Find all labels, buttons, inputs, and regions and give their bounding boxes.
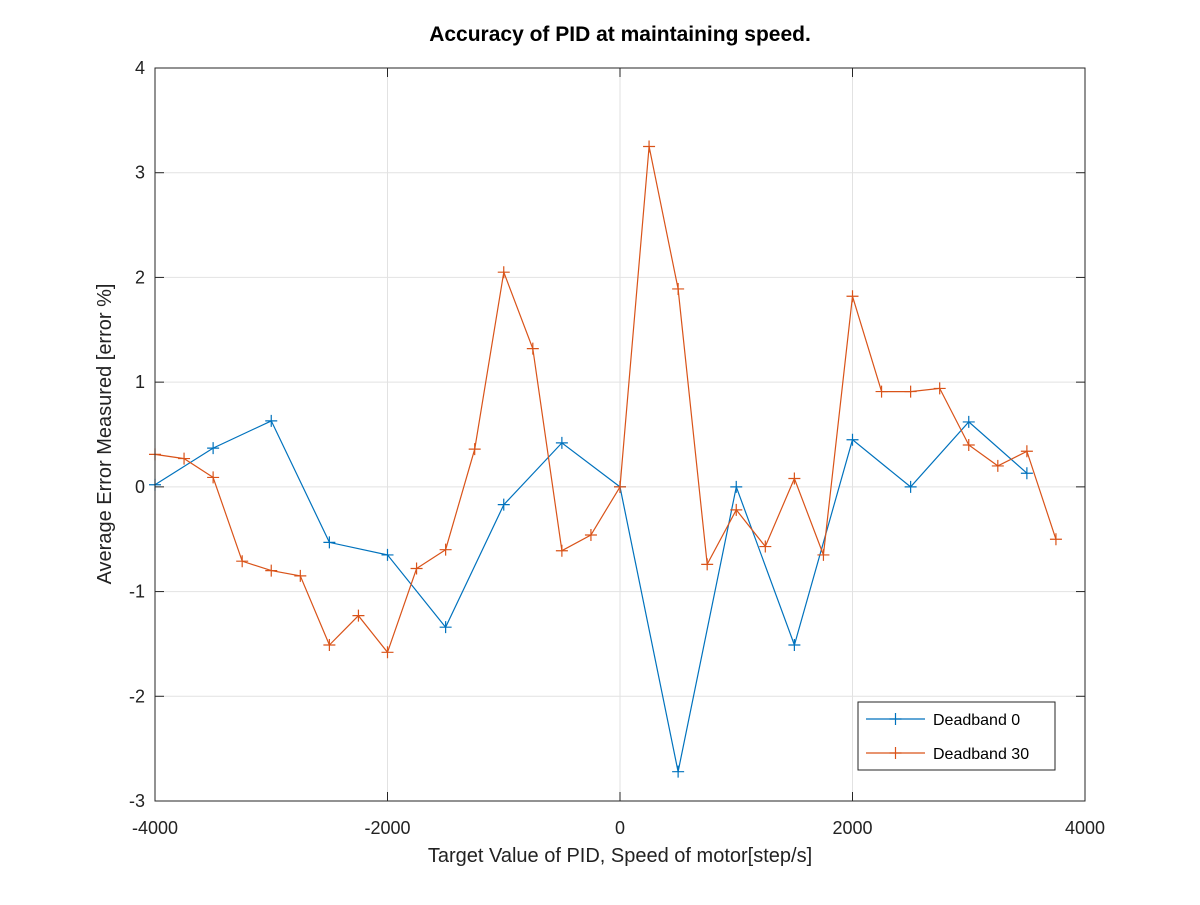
data-point-deadband-0 xyxy=(323,536,336,549)
data-point-deadband-30 xyxy=(672,282,685,295)
x-axis-label: Target Value of PID, Speed of motor[step… xyxy=(428,845,812,867)
data-point-deadband-30 xyxy=(207,471,220,484)
data-point-deadband-30 xyxy=(759,540,772,553)
data-point-deadband-30 xyxy=(410,562,423,575)
data-point-deadband-30 xyxy=(584,529,597,542)
data-point-deadband-0 xyxy=(265,414,278,427)
data-point-deadband-30 xyxy=(352,609,365,622)
data-point-deadband-0 xyxy=(672,765,685,778)
data-point-deadband-30 xyxy=(439,543,452,556)
data-point-deadband-30 xyxy=(962,438,975,451)
data-point-deadband-30 xyxy=(1049,533,1062,546)
tick-marks xyxy=(154,67,1086,802)
data-point-deadband-30 xyxy=(323,638,336,651)
series-deadband-30 xyxy=(149,140,1062,659)
y-tick-label: -3 xyxy=(129,791,145,811)
data-point-deadband-30 xyxy=(1020,445,1033,458)
legend-marker-deadband-0 xyxy=(889,713,902,725)
data-point-deadband-30 xyxy=(904,385,917,398)
legend-box xyxy=(857,701,1056,771)
data-point-deadband-30 xyxy=(788,472,801,485)
data-point-deadband-30 xyxy=(468,443,481,456)
data-point-deadband-30 xyxy=(817,548,830,561)
series-layer xyxy=(149,140,1062,778)
data-point-deadband-30 xyxy=(236,555,249,568)
data-point-deadband-30 xyxy=(555,544,568,557)
y-tick-label: -1 xyxy=(129,582,145,602)
x-tick-label: -4000 xyxy=(132,818,178,838)
data-point-deadband-30 xyxy=(265,564,278,577)
y-axis-label: Average Error Measured [error %] xyxy=(94,284,116,585)
series-line-deadband-0 xyxy=(154,420,1028,772)
data-point-deadband-30 xyxy=(991,459,1004,472)
x-tick-label: 2000 xyxy=(832,818,872,838)
x-tick-label: -2000 xyxy=(364,818,410,838)
data-point-deadband-0 xyxy=(555,436,568,449)
data-point-deadband-30 xyxy=(846,290,859,303)
data-point-deadband-30 xyxy=(701,558,714,571)
y-tick-label: 3 xyxy=(135,163,145,183)
tick-labels: -4000 -2000 0 2000 4000 -3 -2 -1 0 1 2 3 4 xyxy=(129,58,1105,838)
data-point-deadband-0 xyxy=(730,480,743,493)
data-point-deadband-30 xyxy=(933,382,946,395)
y-tick-label: 0 xyxy=(135,477,145,497)
data-point-deadband-0 xyxy=(1020,467,1033,480)
data-point-deadband-0 xyxy=(962,415,975,428)
x-tick-label: 4000 xyxy=(1065,818,1105,838)
data-point-deadband-30 xyxy=(178,452,191,465)
legend: Deadband 0 Deadband 30 xyxy=(857,701,1056,771)
data-point-deadband-0 xyxy=(497,498,510,511)
data-point-deadband-30 xyxy=(614,480,626,493)
y-tick-label: 4 xyxy=(135,58,145,78)
data-point-deadband-30 xyxy=(381,646,394,659)
y-tick-label: -2 xyxy=(129,686,145,706)
data-point-deadband-0 xyxy=(846,433,859,446)
data-point-deadband-30 xyxy=(526,342,539,355)
data-point-deadband-30 xyxy=(875,385,888,398)
x-tick-label: 0 xyxy=(615,818,625,838)
data-point-deadband-0 xyxy=(439,621,452,634)
chart-title: Accuracy of PID at maintaining speed. xyxy=(429,23,811,46)
legend-marker-deadband-30 xyxy=(889,747,902,759)
y-tick-label: 1 xyxy=(135,372,145,392)
data-point-deadband-30 xyxy=(643,140,656,153)
legend-label-deadband-30: Deadband 30 xyxy=(933,746,1029,763)
data-point-deadband-30 xyxy=(294,569,307,582)
y-tick-label: 2 xyxy=(135,267,145,287)
data-point-deadband-0 xyxy=(381,548,394,561)
data-point-deadband-0 xyxy=(207,442,220,455)
data-point-deadband-0 xyxy=(904,480,917,493)
data-point-deadband-30 xyxy=(497,266,510,279)
legend-label-deadband-0: Deadband 0 xyxy=(933,712,1020,729)
data-point-deadband-30 xyxy=(730,503,743,516)
data-point-deadband-0 xyxy=(788,638,801,651)
